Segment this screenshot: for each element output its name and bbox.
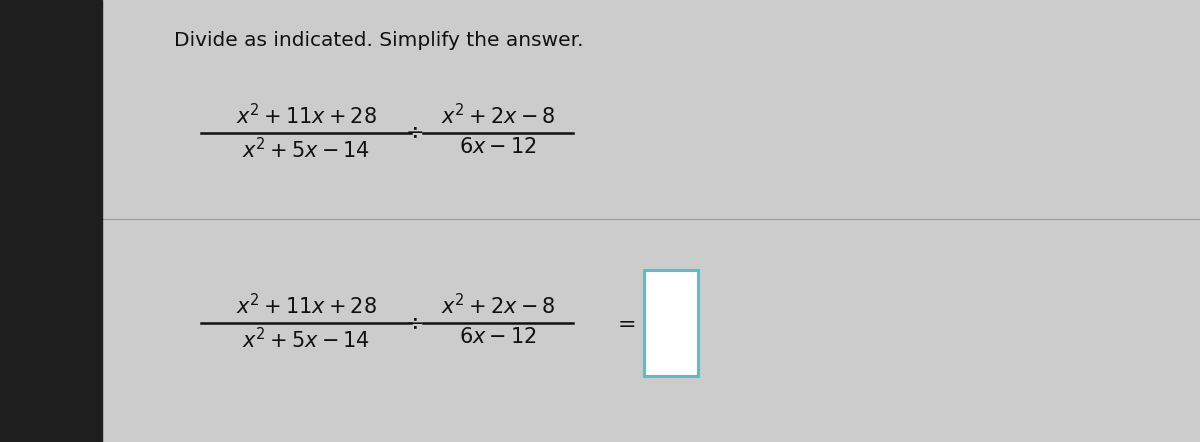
Text: $=$: $=$ [613,312,635,333]
Text: $\div$: $\div$ [404,122,424,143]
Text: $\div$: $\div$ [404,312,424,333]
Text: $x^2+5x-14$: $x^2+5x-14$ [242,137,370,163]
Text: $x^2+2x-8$: $x^2+2x-8$ [440,103,556,128]
Text: Divide as indicated. Simplify the answer.: Divide as indicated. Simplify the answer… [174,31,583,50]
Text: $x^2+11x+28$: $x^2+11x+28$ [235,293,377,318]
Text: $x^2+2x-8$: $x^2+2x-8$ [440,293,556,318]
Text: $x^2+11x+28$: $x^2+11x+28$ [235,103,377,128]
Text: $x^2+5x-14$: $x^2+5x-14$ [242,327,370,353]
Text: $6x-12$: $6x-12$ [460,327,536,347]
Text: $6x-12$: $6x-12$ [460,137,536,157]
